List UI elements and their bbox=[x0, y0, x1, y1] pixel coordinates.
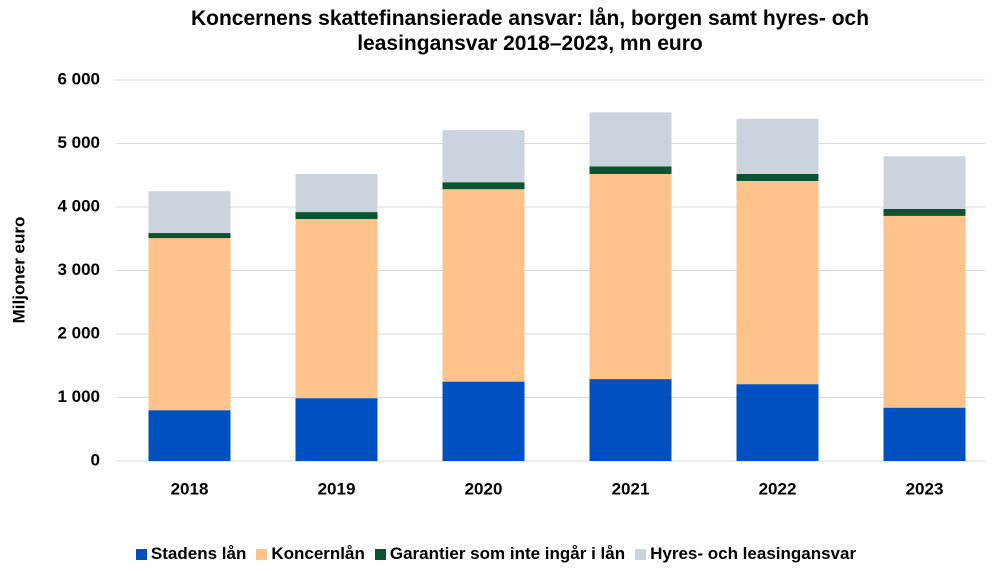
y-tick-label: 0 bbox=[91, 450, 100, 469]
legend-item: Koncernlån bbox=[256, 544, 365, 564]
y-tick-label: 2 000 bbox=[57, 323, 100, 342]
bar-segment bbox=[589, 112, 672, 167]
y-tick-label: 4 000 bbox=[57, 196, 100, 215]
bar-segment bbox=[736, 180, 819, 385]
chart-title: Koncernens skattefinansierade ansvar: lå… bbox=[190, 7, 870, 55]
bar-segment bbox=[883, 215, 966, 408]
legend-swatch bbox=[374, 548, 386, 560]
legend-item: Garantier som inte ingår i lån bbox=[374, 544, 626, 564]
y-tick-label: 3 000 bbox=[57, 260, 100, 279]
bar-segment bbox=[589, 379, 672, 461]
legend: Stadens lån Koncernlån Garantier som inte … bbox=[0, 544, 992, 564]
bar-segment bbox=[295, 398, 378, 461]
bar-segment bbox=[736, 384, 819, 461]
bar-segment bbox=[295, 212, 378, 220]
bar-segment bbox=[442, 182, 525, 190]
bar-segment bbox=[736, 118, 819, 174]
bar-segment bbox=[736, 173, 819, 181]
x-tick-label: 2018 bbox=[171, 479, 209, 498]
bar-segment bbox=[883, 208, 966, 216]
bar-segment bbox=[883, 407, 966, 461]
bar-segment bbox=[295, 219, 378, 399]
bar-segment bbox=[589, 173, 672, 380]
legend-label: Hyres- och leasingansvar bbox=[650, 544, 857, 563]
bar-segment bbox=[442, 189, 525, 382]
legend-label: Garantier som inte ingår i lån bbox=[389, 544, 626, 563]
legend-swatch bbox=[135, 548, 147, 560]
bar-segment bbox=[883, 156, 966, 209]
legend-swatch bbox=[256, 548, 268, 560]
legend-item: Hyres- och leasingansvar bbox=[635, 544, 856, 564]
x-tick-label: 2023 bbox=[906, 479, 944, 498]
bar-segment bbox=[148, 410, 231, 461]
bar-segment bbox=[148, 191, 231, 234]
x-tick-label: 2020 bbox=[465, 479, 503, 498]
y-tick-label: 6 000 bbox=[57, 69, 100, 88]
x-tick-label: 2022 bbox=[759, 479, 797, 498]
legend-swatch bbox=[635, 548, 647, 560]
x-tick-label: 2021 bbox=[612, 479, 650, 498]
y-tick-label: 1 000 bbox=[57, 387, 100, 406]
legend-label: Stadens lån bbox=[150, 544, 247, 563]
bar-segment bbox=[589, 166, 672, 174]
legend-label: Koncernlån bbox=[271, 544, 365, 563]
y-axis-label: Miljoner euro bbox=[9, 217, 28, 324]
bar-segment bbox=[148, 238, 231, 411]
x-tick-label: 2019 bbox=[318, 479, 356, 498]
legend-item: Stadens lån bbox=[135, 544, 247, 564]
bar-segment bbox=[442, 381, 525, 461]
bar-segment bbox=[295, 173, 378, 213]
bar-segment bbox=[442, 130, 525, 183]
y-tick-label: 5 000 bbox=[57, 133, 100, 152]
bar-segment bbox=[148, 233, 231, 239]
